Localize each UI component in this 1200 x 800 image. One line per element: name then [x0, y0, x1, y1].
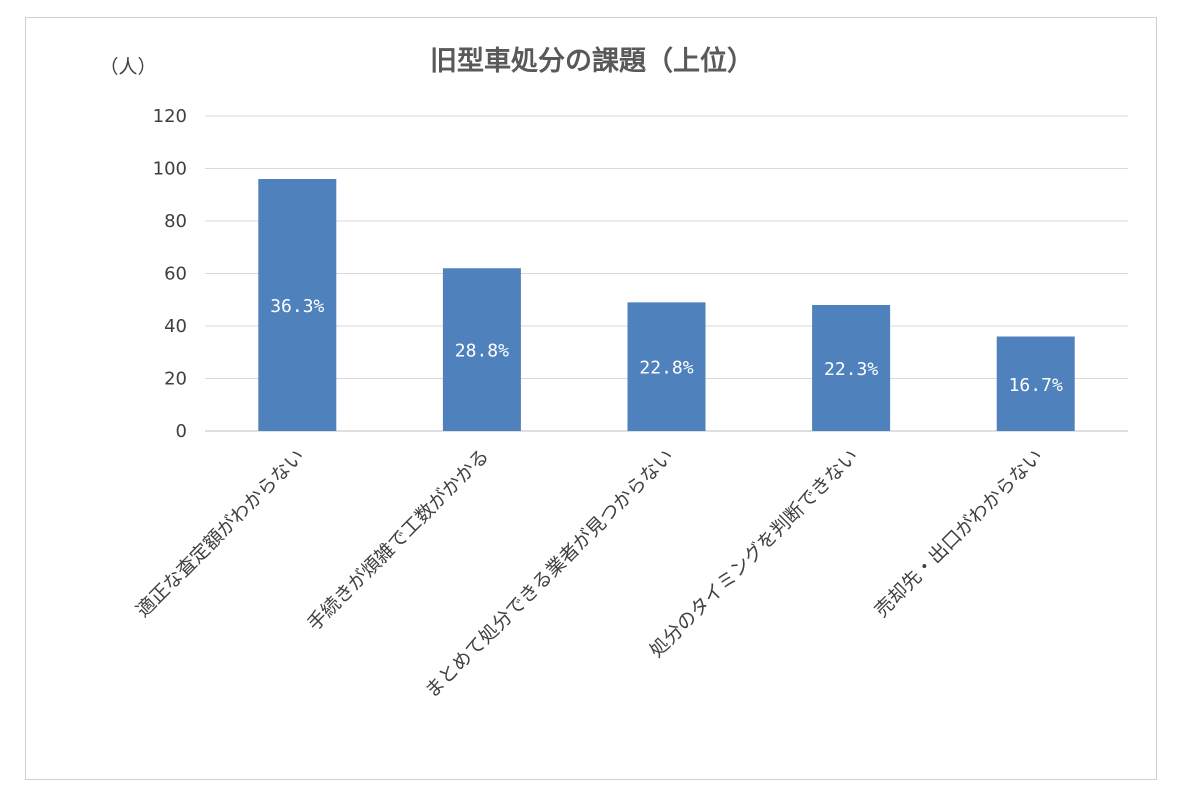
bars [258, 179, 1075, 431]
gridlines [205, 115, 1128, 432]
bar [442, 268, 521, 431]
y-tick-label: 80 [164, 211, 187, 232]
data-labels: 36.3% 28.8% 22.8% 22.3% 16.7% [270, 296, 1063, 396]
chart-title: 旧型車処分の課題（上位） [430, 45, 754, 77]
x-category-label: 売却先・出口がわからない [870, 445, 1047, 622]
y-tick-label: 20 [164, 369, 187, 390]
bar [258, 179, 337, 431]
bar [627, 302, 706, 431]
bar-data-label: 22.3% [824, 359, 878, 380]
y-axis-ticks: 0 20 40 60 80 100 120 [153, 106, 187, 442]
bar-data-label: 22.8% [639, 358, 693, 379]
bar [996, 336, 1075, 431]
x-axis-categories: 適正な査定額がわからない手続きが煩雑で工数がかかるまとめて処分できる業者が見つか… [132, 445, 1047, 702]
y-tick-label: 0 [176, 421, 187, 442]
x-category-label: 処分のタイミングを判断できない [646, 445, 863, 662]
x-category-label: 手続きが煩雑で工数がかかる [303, 445, 493, 635]
x-category-label: 適正な査定額がわからない [132, 445, 309, 622]
bar [812, 305, 891, 431]
bar-data-label: 16.7% [1009, 375, 1063, 396]
chart-frame [25, 17, 1157, 780]
y-axis-unit-label: （人） [99, 56, 156, 78]
y-tick-label: 100 [153, 159, 187, 180]
y-tick-label: 120 [153, 106, 187, 127]
bar-data-label: 36.3% [270, 296, 324, 317]
y-tick-label: 40 [164, 316, 187, 337]
y-tick-label: 60 [164, 264, 187, 285]
bar-data-label: 28.8% [455, 341, 509, 362]
